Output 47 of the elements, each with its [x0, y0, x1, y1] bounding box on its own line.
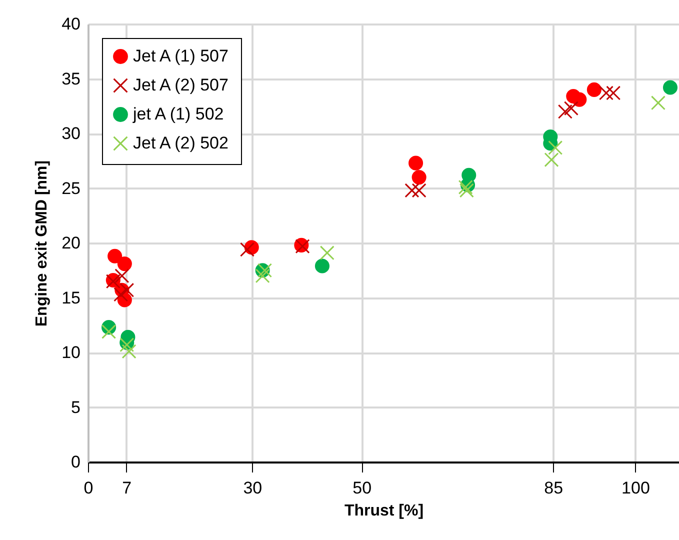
point — [558, 104, 572, 119]
x-tick-label: 0 — [84, 478, 94, 498]
y-tick-label: 30 — [62, 124, 80, 143]
point — [314, 258, 330, 274]
x-axis-title: Thrust [%] — [344, 502, 424, 520]
point — [606, 86, 621, 100]
x-tick-label: 30 — [243, 478, 262, 498]
x-tick-label: 100 — [622, 478, 650, 498]
point — [320, 246, 334, 260]
y-tick-label: 25 — [62, 178, 80, 198]
point — [108, 248, 122, 264]
y-axis-title: Engine exit GMD [nm] — [34, 160, 51, 327]
point — [114, 287, 128, 302]
point — [564, 101, 578, 116]
point — [117, 256, 132, 272]
point — [255, 268, 270, 284]
point — [650, 96, 666, 110]
point — [114, 268, 130, 284]
point — [122, 344, 136, 359]
legend-label: Jet A (2) 502 — [133, 134, 228, 152]
y-tick-label: 5 — [71, 398, 80, 417]
y-tick-label: 20 — [62, 234, 80, 252]
point — [412, 170, 426, 185]
point — [544, 152, 559, 168]
x-tick-label: 7 — [122, 478, 132, 498]
legend-label: jet A (1) 502 — [132, 104, 224, 124]
point — [240, 242, 255, 257]
y-tick-label: 15 — [62, 288, 80, 308]
y-tick-label: 40 — [62, 14, 80, 34]
point — [408, 156, 424, 170]
point — [102, 324, 116, 339]
legend-label: Jet A (2) 507 — [133, 76, 228, 94]
y-tick-label: 10 — [62, 343, 80, 362]
y-tick-label: 35 — [62, 69, 80, 88]
legend-label: Jet A (1) 507 — [133, 46, 228, 66]
point — [404, 183, 420, 198]
point — [459, 183, 474, 198]
point — [548, 140, 563, 156]
point — [662, 80, 678, 95]
y-tick-label: 0 — [71, 452, 80, 472]
point — [412, 183, 426, 198]
point — [598, 86, 614, 100]
x-tick-label: 50 — [352, 478, 372, 498]
point — [120, 282, 134, 298]
x-tick-label: 85 — [544, 478, 564, 498]
point — [572, 92, 587, 107]
point — [586, 82, 602, 97]
